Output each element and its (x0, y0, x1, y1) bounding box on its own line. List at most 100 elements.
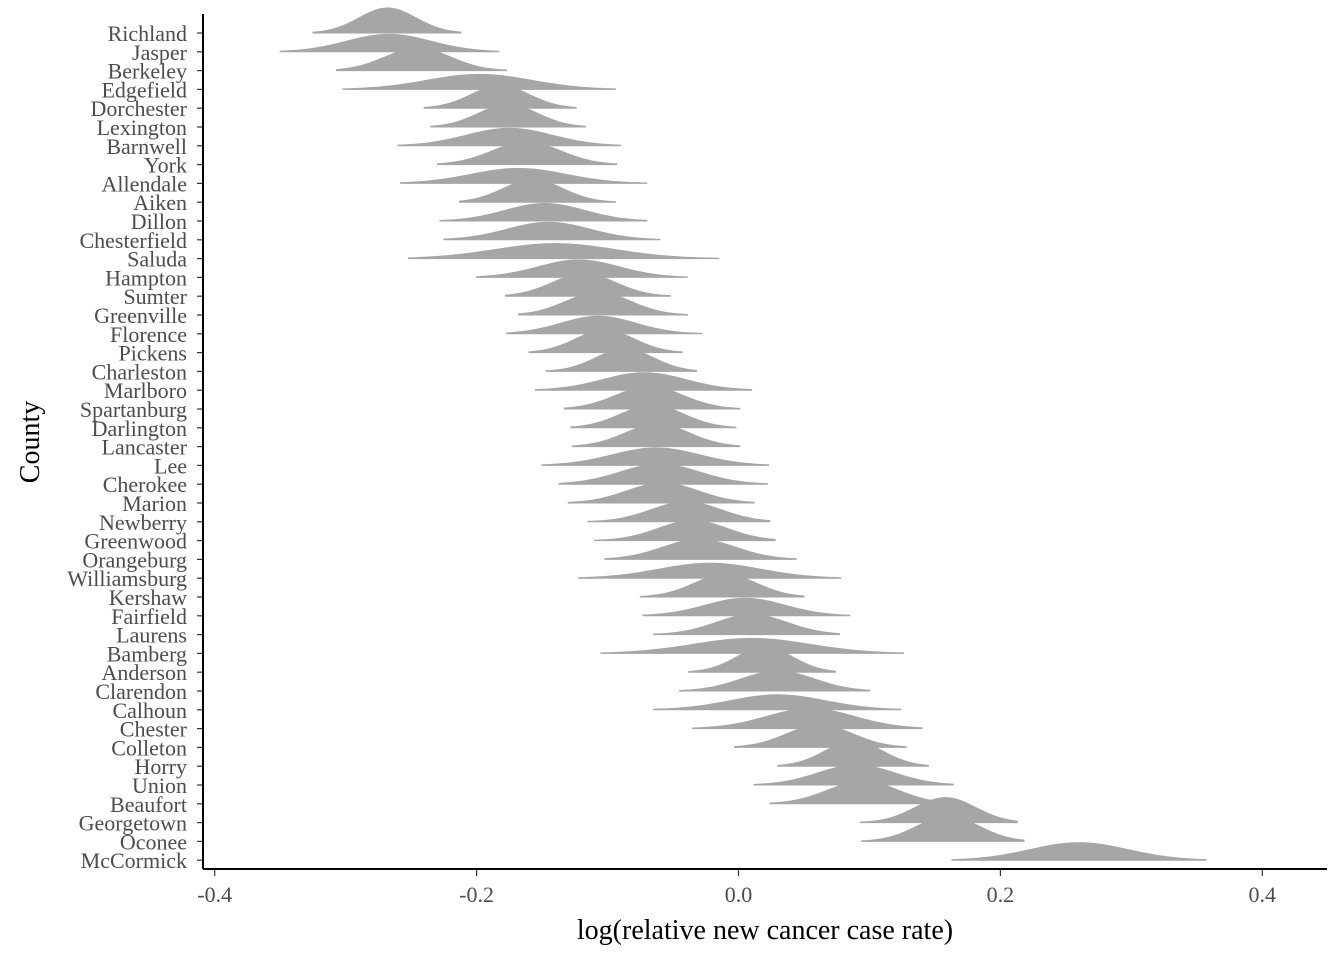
y-tick-label-oconee: Oconee (120, 829, 187, 854)
y-tick-label-chester: Chester (120, 717, 188, 742)
ridge-chesterfield (443, 221, 661, 241)
ridge-anderson (688, 646, 836, 673)
ridge-charleston (545, 348, 698, 372)
ridge-chester (692, 708, 923, 730)
y-tick-label-sumter: Sumter (123, 284, 187, 309)
ridge-dorchester (423, 85, 577, 109)
ridge-aiken (459, 179, 616, 203)
y-tick-label-jasper: Jasper (132, 40, 188, 65)
y-tick-label-lexington: Lexington (97, 115, 187, 140)
y-tick-label-cherokee: Cherokee (103, 472, 187, 497)
x-tick-label: 0.4 (1249, 882, 1277, 907)
ridge-lancaster (571, 423, 741, 448)
y-tick-label-bamberg: Bamberg (107, 641, 187, 666)
y-tick-label-florence: Florence (110, 322, 187, 347)
ridge-newberry (587, 501, 771, 523)
ridge-greenwood (593, 520, 776, 542)
y-tick-label-richland: Richland (108, 21, 187, 46)
ridge-greenville (518, 292, 688, 316)
y-tick-label-marion: Marion (122, 491, 187, 516)
y-tick-label-union: Union (132, 773, 187, 798)
ridge-berkeley (335, 47, 508, 72)
ridge-bamberg (600, 637, 904, 654)
y-tick-label-berkeley: Berkeley (108, 59, 187, 84)
x-tick-label: -0.4 (197, 882, 232, 907)
x-axis-ticks: -0.4 -0.2 0.0 0.2 0.4 (197, 869, 1276, 907)
ridge-mccormick (951, 842, 1207, 861)
ridge-florence (506, 315, 703, 335)
y-tick-label-saluda: Saluda (127, 247, 187, 272)
y-tick-label-charleston: Charleston (92, 359, 187, 384)
ridge-beaufort (769, 780, 954, 805)
y-tick-label-chesterfield: Chesterfield (79, 228, 187, 253)
y-tick-label-greenwood: Greenwood (84, 529, 187, 554)
ridge-colleton (734, 724, 907, 748)
y-tick-label-edgefield: Edgefield (101, 77, 187, 102)
y-tick-label-mccormick: McCormick (81, 848, 187, 873)
ridge-laurens (652, 614, 840, 636)
y-tick-label-orangeburg: Orangeburg (82, 547, 187, 572)
ridge-clarendon (679, 670, 870, 692)
y-tick-label-dorchester: Dorchester (90, 96, 187, 121)
y-tick-label-dillon: Dillon (131, 209, 187, 234)
ridge-georgetown (859, 797, 1018, 824)
ridge-allendale (400, 167, 648, 184)
density-ridges (279, 7, 1207, 861)
y-tick-label-york: York (144, 153, 187, 178)
y-tick-labels: RichlandJasperBerkeleyEdgefieldDorcheste… (67, 21, 187, 873)
y-tick-label-lee: Lee (154, 453, 187, 478)
y-tick-label-marlboro: Marlboro (104, 378, 187, 403)
ridge-marion (567, 482, 755, 504)
ridge-oconee (861, 815, 1025, 842)
y-tick-label-spartanburg: Spartanburg (80, 397, 187, 422)
ridge-pickens (528, 329, 683, 354)
ridge-richland (312, 7, 462, 34)
ridge-barnwell (397, 127, 622, 147)
ridge-kershaw (639, 573, 805, 598)
ridge-york (436, 141, 618, 166)
ridge-sumter (504, 273, 671, 297)
y-tick-label-georgetown: Georgetown (79, 811, 187, 836)
x-tick-label: -0.2 (459, 882, 494, 907)
ridge-union (753, 764, 954, 786)
y-tick-label-aiken: Aiken (133, 190, 187, 215)
x-axis-title: log(relative new cancer case rate) (577, 915, 953, 946)
ridge-horry (777, 740, 929, 767)
y-tick-label-allendale: Allendale (101, 171, 187, 196)
ridge-cherokee (558, 463, 768, 485)
ridge-darlington (570, 404, 737, 429)
y-tick-label-laurens: Laurens (116, 623, 187, 648)
y-tick-label-calhoun: Calhoun (112, 698, 187, 723)
ridge-calhoun (652, 694, 902, 711)
y-tick-label-colleton: Colleton (111, 735, 187, 760)
ridge-lexington (430, 103, 586, 128)
y-tick-label-anderson: Anderson (101, 660, 187, 685)
ridge-jasper (279, 33, 500, 53)
y-tick-label-greenville: Greenville (94, 303, 187, 328)
y-tick-label-kershaw: Kershaw (109, 585, 187, 610)
ridge-lee (541, 447, 770, 466)
y-tick-label-newberry: Newberry (99, 510, 187, 535)
ridge-hampton (476, 259, 688, 278)
y-tick-label-barnwell: Barnwell (106, 134, 187, 159)
y-tick-label-hampton: Hampton (105, 265, 187, 290)
ridge-orangeburg (604, 538, 797, 560)
ridge-spartanburg (563, 385, 741, 410)
y-tick-label-pickens: Pickens (119, 341, 187, 366)
x-tick-label: 0.0 (725, 882, 753, 907)
y-tick-label-lancaster: Lancaster (102, 435, 188, 460)
ridge-marlboro (535, 372, 753, 391)
y-tick-label-horry: Horry (134, 754, 187, 779)
ridge-dillon (439, 203, 648, 222)
ridge-fairfield (642, 597, 851, 617)
y-tick-label-clarendon: Clarendon (95, 679, 187, 704)
y-tick-label-fairfield: Fairfield (111, 604, 187, 629)
ridge-saluda (408, 243, 720, 260)
y-tick-label-darlington: Darlington (92, 416, 187, 441)
y-tick-label-williamsburg: Williamsburg (67, 566, 187, 591)
y-tick-label-beaufort: Beaufort (110, 792, 187, 817)
ridge-williamsburg (578, 562, 842, 579)
x-tick-label: 0.2 (987, 882, 1015, 907)
ridge-edgefield (342, 73, 616, 90)
